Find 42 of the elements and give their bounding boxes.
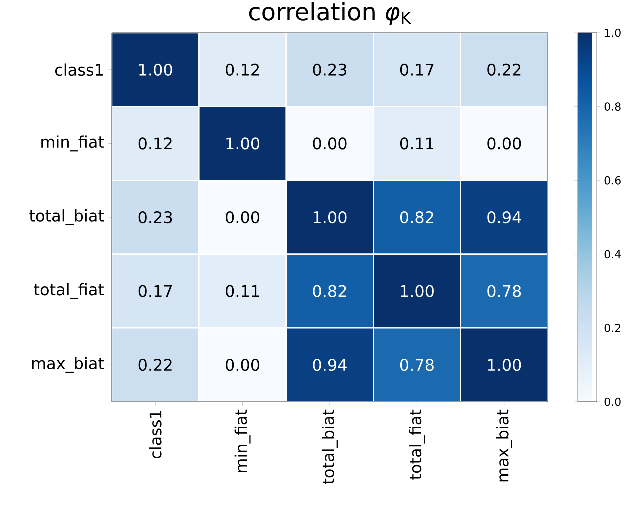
data-label: 0.00: [226, 211, 260, 224]
color-bar-label: 0.2: [604, 324, 620, 332]
x-tick-label: class1: [149, 410, 162, 459]
x-tick-label: max_biat: [496, 410, 512, 482]
color-bar-label: 0.0: [604, 398, 621, 406]
data-label: 0.17: [138, 285, 172, 298]
data-label: 1.00: [140, 64, 172, 76]
y-tick-label: min_fiat: [42, 136, 104, 152]
data-label: 1.00: [488, 359, 522, 372]
data-label: 0.12: [138, 138, 172, 150]
data-label: 0.00: [226, 359, 260, 372]
data-label: 0.11: [400, 138, 434, 150]
y-tick-label: total_biat: [30, 210, 104, 226]
data-label: 1.00: [226, 138, 260, 150]
data-label: 0.23: [138, 211, 172, 224]
x-tick-label: min_fiat: [234, 410, 251, 472]
x-tick-label: total_fiat: [409, 410, 426, 480]
data-label: 0.11: [226, 285, 260, 298]
data-label: 0.94: [488, 211, 522, 224]
x-tick-label: total_biat: [322, 410, 338, 484]
data-label: 0.78: [400, 359, 434, 372]
data-label: 0.00: [488, 138, 522, 150]
y-tick-label: total_fiat: [34, 283, 104, 300]
data-label: 1.00: [401, 285, 434, 298]
chart-title: correlation φ$_{K}$: [249, 2, 412, 26]
data-label: 1.00: [314, 211, 347, 224]
data-label: 0.82: [400, 211, 434, 224]
color-bar-label: 0.6: [604, 176, 621, 185]
y-tick-label: class1: [55, 64, 104, 76]
data-label: 0.78: [488, 285, 522, 298]
data-label: 0.12: [226, 64, 260, 76]
data-label: 0.94: [313, 359, 347, 372]
data-label: 0.22: [488, 64, 521, 76]
data-label: 0.82: [313, 285, 346, 298]
color-bar-label: 0.8: [604, 102, 621, 111]
data-label: 0.17: [400, 64, 434, 76]
y-tick-label: max_biat: [32, 357, 104, 374]
data-label: 0.22: [138, 359, 172, 372]
color-bar-label: 0.4: [604, 250, 621, 259]
data-label: 0.00: [313, 138, 347, 150]
data-label: 0.23: [313, 64, 347, 76]
color-bar-label: 1.0: [605, 28, 621, 38]
